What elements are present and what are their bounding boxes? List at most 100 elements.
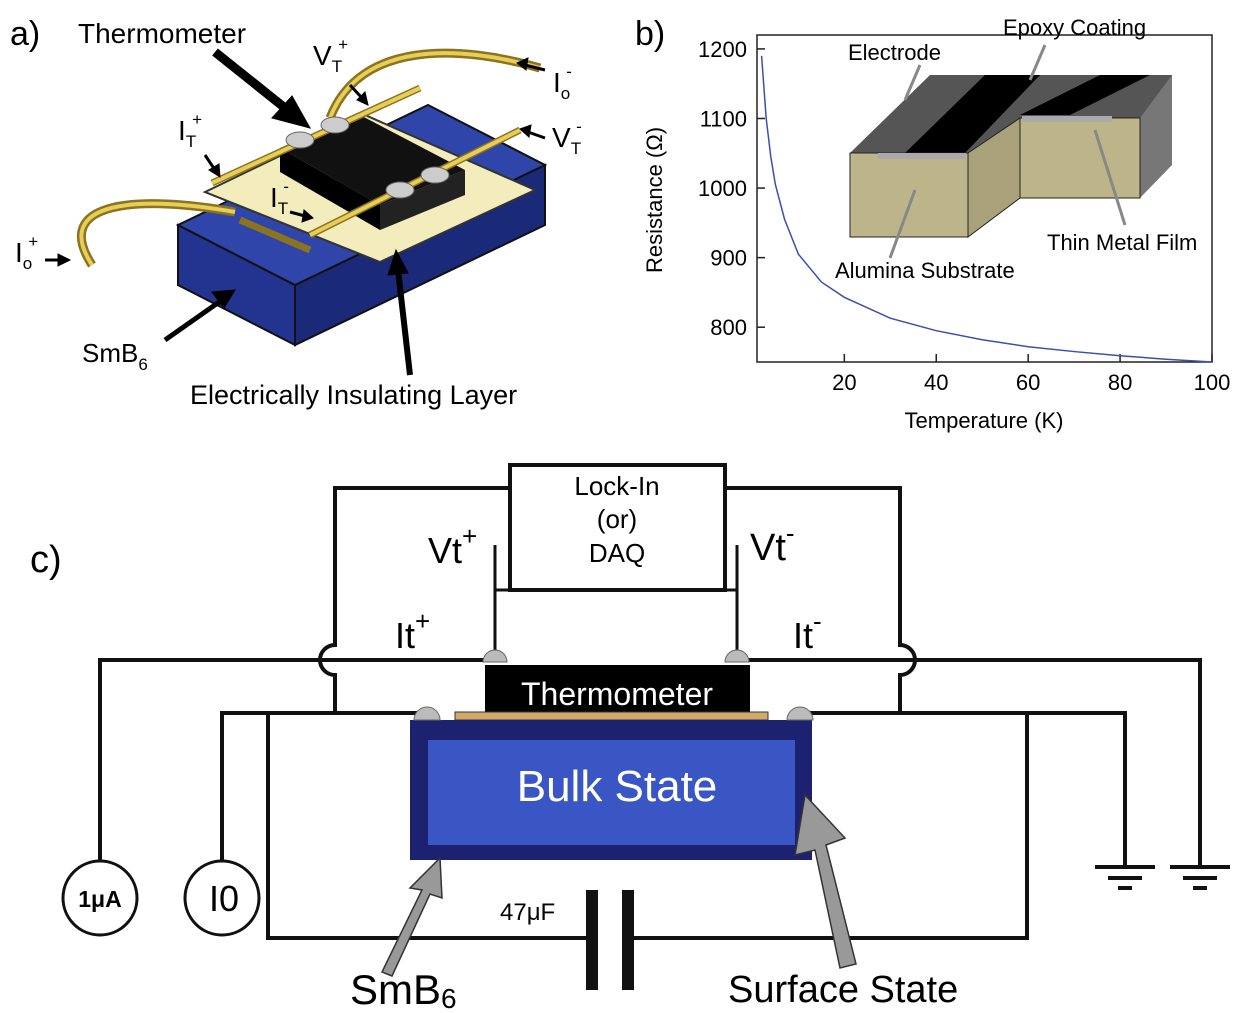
inset-substrate — [1020, 118, 1140, 198]
panel-c: c) Lock-In (or) DAQ Vt+ Vt- It+ It- Ther… — [30, 465, 1230, 1013]
thermometer-label: Thermometer — [78, 18, 246, 49]
figure: a) Thermometer VT+ Io- IT+ VT- IT- Io+ S… — [0, 0, 1248, 1013]
arrow-head — [520, 125, 531, 137]
sup: - — [566, 62, 572, 81]
vt-minus-label: VT - — [552, 117, 582, 158]
y-tick-label: 1000 — [698, 176, 747, 201]
io-minus-label: Io - — [553, 62, 572, 103]
y-tick-label: 1200 — [698, 37, 747, 62]
y-tick-label: 1100 — [700, 106, 747, 131]
base: V — [552, 122, 571, 153]
inset: Electrode Epoxy Coating Thin Metal Film … — [835, 15, 1197, 283]
sub: 6 — [138, 355, 147, 374]
sup: + — [338, 35, 348, 54]
ground — [1095, 867, 1155, 888]
capacitor-label: 47μF — [500, 899, 555, 926]
inset-film — [1022, 116, 1112, 122]
base: Vt — [750, 527, 786, 569]
panel-label: b) — [635, 15, 665, 53]
arrow — [528, 132, 545, 138]
base: Vt — [428, 530, 462, 571]
sub: 6 — [441, 983, 457, 1013]
x-tick-label: 40 — [924, 370, 948, 395]
bulk-label: Bulk State — [517, 762, 718, 811]
y-axis-label: Resistance (Ω) — [642, 127, 667, 273]
inset-label: Alumina Substrate — [835, 258, 1015, 283]
vt-plus-label: VT + — [313, 35, 348, 76]
capacitor-plate — [586, 890, 598, 990]
base: It — [793, 615, 813, 656]
sup: + — [462, 521, 477, 551]
sup: - — [813, 606, 822, 636]
base: I — [553, 67, 561, 98]
x-tick-label: 60 — [1016, 370, 1040, 395]
sub: T — [278, 199, 288, 218]
capacitor-plate — [622, 890, 634, 990]
sub: T — [186, 132, 196, 151]
contact — [787, 707, 813, 720]
contact — [286, 132, 314, 148]
x-tick-label: 100 — [1194, 370, 1231, 395]
sub: T — [332, 57, 342, 76]
base: SmB — [350, 966, 441, 1013]
grounds — [1095, 867, 1230, 888]
arrow — [215, 52, 290, 112]
panel-a: a) Thermometer VT+ Io- IT+ VT- IT- Io+ S… — [10, 15, 582, 410]
arrow — [350, 85, 362, 98]
layer-label: Electrically Insulating Layer — [190, 380, 517, 410]
y-tick-label: 900 — [710, 246, 747, 271]
base: I — [270, 182, 278, 213]
sup: + — [28, 232, 38, 251]
sup: - — [576, 117, 582, 136]
it-plus-label: IT + — [178, 110, 202, 151]
base: SmB — [82, 338, 138, 368]
inset-label: Thin Metal Film — [1047, 230, 1197, 255]
base: I — [15, 237, 23, 268]
panel-label: c) — [30, 539, 62, 581]
base: It — [395, 615, 415, 656]
it-plus-label: It+ — [395, 606, 430, 656]
panel-label: a) — [10, 15, 40, 53]
sub: o — [561, 84, 570, 103]
x-axis-label: Temperature (K) — [905, 408, 1064, 433]
lockin-label: (or) — [597, 504, 637, 534]
vt-plus-label: Vt+ — [428, 521, 477, 571]
contact — [414, 707, 440, 720]
sup: - — [786, 518, 795, 548]
panel-b: b) Temperature (K) Resistance (Ω) 800 900… — [635, 15, 1230, 433]
base: I — [178, 115, 186, 146]
inset-label: Epoxy Coating — [1003, 15, 1146, 40]
source-label: 1μA — [78, 886, 121, 912]
inset-substrate — [850, 153, 968, 237]
sub: o — [23, 254, 32, 273]
sub: T — [571, 139, 581, 158]
page: {"panel_a": {"label": "a)", "thermometer… — [0, 0, 1248, 1013]
arrow — [382, 858, 442, 976]
sup: + — [415, 606, 430, 636]
lockin-label: Lock-In — [574, 471, 659, 501]
source-label: I0 — [209, 878, 239, 919]
surface-label: Surface State — [728, 969, 958, 1011]
contact — [321, 117, 349, 133]
sup: + — [192, 110, 202, 129]
contact — [725, 650, 749, 662]
base: V — [313, 40, 332, 71]
smb6-label: SmB6 — [82, 338, 148, 374]
x-tick-label: 80 — [1108, 370, 1132, 395]
contact — [386, 182, 414, 198]
arrow — [165, 300, 222, 340]
smb6-label: SmB6 — [350, 966, 457, 1013]
sup: - — [283, 177, 289, 196]
io-plus-label: Io + — [15, 232, 38, 273]
lockin-label: DAQ — [589, 538, 645, 568]
pointer — [1030, 45, 1045, 80]
x-tick-label: 20 — [832, 370, 856, 395]
contact — [483, 650, 507, 662]
thermometer-label: Thermometer — [521, 676, 713, 712]
contact — [421, 167, 449, 183]
inset-film — [878, 153, 966, 159]
body: a) Thermometer VT+ Io- IT+ VT- IT- Io+ S… — [0, 0, 1248, 1013]
ground — [1170, 867, 1230, 888]
arrow — [795, 795, 856, 968]
y-tick-label: 800 — [710, 315, 747, 340]
